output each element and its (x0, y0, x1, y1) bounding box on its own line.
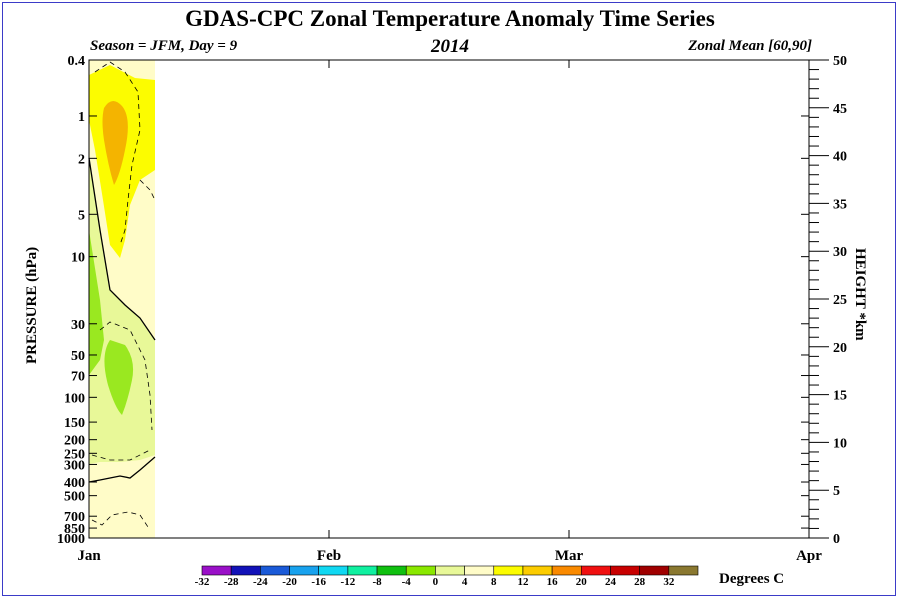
colorbar-label: 28 (634, 576, 646, 588)
contour-zero-lower (88, 456, 156, 483)
x-tick-label: Apr (796, 548, 822, 564)
y2-tick-label: 25 (833, 293, 847, 308)
y2-tick-label: 0 (833, 532, 840, 547)
y-tick-label: 30 (71, 318, 85, 333)
fill-neg8-neg4-edge (89, 230, 104, 375)
colorbar-swatch (376, 565, 407, 576)
y2-axis-label: HEIGHT *km (852, 248, 868, 341)
y2-tick-label: 30 (833, 245, 847, 260)
colorbar-label: 20 (576, 576, 588, 588)
colorbar-swatch (610, 565, 640, 576)
colorbar-units: Degrees C (719, 571, 785, 587)
bottom-axis: Jan Feb Mar Apr (77, 60, 822, 564)
colorbar-swatch (201, 565, 232, 576)
y-tick-label: 2 (78, 152, 85, 167)
y2-tick-label: 10 (833, 436, 847, 451)
x-tick-label: Mar (555, 548, 584, 564)
y-tick-label: 150 (64, 416, 85, 431)
contour-zero-upper (88, 157, 156, 341)
y2-tick-label: 35 (833, 197, 847, 212)
y2-tick-label: 50 (833, 54, 847, 69)
colorbar-swatch (435, 565, 465, 576)
zonal-mean-label: Zonal Mean [60,90] (688, 38, 812, 54)
colorbar-swatch (551, 565, 582, 576)
y-tick-label: 500 (64, 490, 85, 505)
colorbar-label: -16 (311, 576, 326, 588)
year-label: 2014 (431, 36, 469, 57)
x-tick-label: Jan (77, 548, 101, 564)
colorbar-label: -24 (253, 576, 268, 588)
y-tick-label: 5 (78, 208, 85, 223)
y2-tick-label: 15 (833, 389, 847, 404)
y-tick-label: 100 (64, 391, 85, 406)
y-tick-label: 10 (71, 251, 85, 266)
colorbar-swatch (639, 565, 670, 576)
colorbar-label: 0 (433, 576, 439, 588)
y-axis-label: PRESSURE (hPa) (24, 246, 40, 364)
colorbar-swatch (668, 565, 699, 576)
plot-frame (88, 59, 810, 539)
colorbar-label: -8 (372, 576, 382, 588)
colorbar-label: -32 (195, 576, 210, 588)
colorbar-swatch (580, 565, 611, 576)
y-tick-label: 1000 (57, 532, 85, 547)
y-tick-label: 0.4 (68, 54, 86, 69)
colorbar-label: -12 (341, 576, 356, 588)
colorbar-swatch (405, 565, 436, 576)
y-tick-label: 700 (64, 510, 85, 525)
colorbar-swatch (289, 565, 320, 576)
colorbar-swatch (522, 565, 553, 576)
contour-dashed-2 (139, 179, 156, 201)
y-tick-label: 200 (64, 434, 85, 449)
colorbar-swatch (318, 565, 349, 576)
contour-lines (88, 61, 156, 531)
y2-tick-label: 40 (833, 150, 847, 165)
colorbar-label: 4 (462, 576, 468, 588)
y-tick-label: 1 (78, 110, 85, 125)
y-tick-label: 50 (71, 349, 85, 364)
contour-field (89, 60, 155, 538)
colorbar-label: 32 (663, 576, 675, 588)
y2-tick-label: 45 (833, 102, 847, 117)
colorbar-label: -4 (402, 576, 412, 588)
contour-dashed-3 (99, 321, 153, 431)
y2-tick-label: 20 (833, 341, 847, 356)
y-tick-label: 300 (64, 458, 85, 473)
colorbar-swatch (260, 565, 290, 576)
colorbar-label: -20 (282, 576, 297, 588)
x-tick-label: Feb (317, 548, 341, 564)
colorbar-swatch (464, 565, 495, 576)
y-tick-label: 250 (64, 447, 85, 462)
colorbar-label: 8 (491, 576, 497, 588)
contour-dashed-1 (94, 61, 141, 246)
season-label: Season = JFM, Day = 9 (90, 38, 238, 54)
contour-dashed-4 (91, 449, 151, 461)
right-axis: 0 5 10 15 20 25 30 35 40 45 50 (809, 54, 847, 547)
colorbar-swatch (493, 565, 524, 576)
fill-8-12 (102, 100, 128, 185)
colorbar-swatch (230, 565, 261, 576)
colorbar-label: 16 (547, 576, 559, 588)
fill-neg8-neg4 (104, 340, 134, 415)
y-tick-label: 400 (64, 476, 85, 491)
colorbar-label: 12 (517, 576, 529, 588)
y-tick-label: 70 (71, 370, 85, 385)
colorbar: -32 -28 -24 -20 -16 -12 -8 -4 0 4 8 12 16 20 24 28 32 (195, 565, 699, 588)
fill-neg4-0 (89, 158, 155, 464)
contour-dashed-5 (91, 511, 151, 531)
colorbar-label: -28 (224, 576, 239, 588)
colorbar-swatch (347, 565, 378, 576)
colorbar-label: 24 (605, 576, 617, 588)
y-tick-label: 850 (64, 522, 85, 537)
y2-tick-label: 5 (833, 484, 840, 499)
chart-title: GDAS-CPC Zonal Temperature Anomaly Time … (185, 6, 715, 31)
